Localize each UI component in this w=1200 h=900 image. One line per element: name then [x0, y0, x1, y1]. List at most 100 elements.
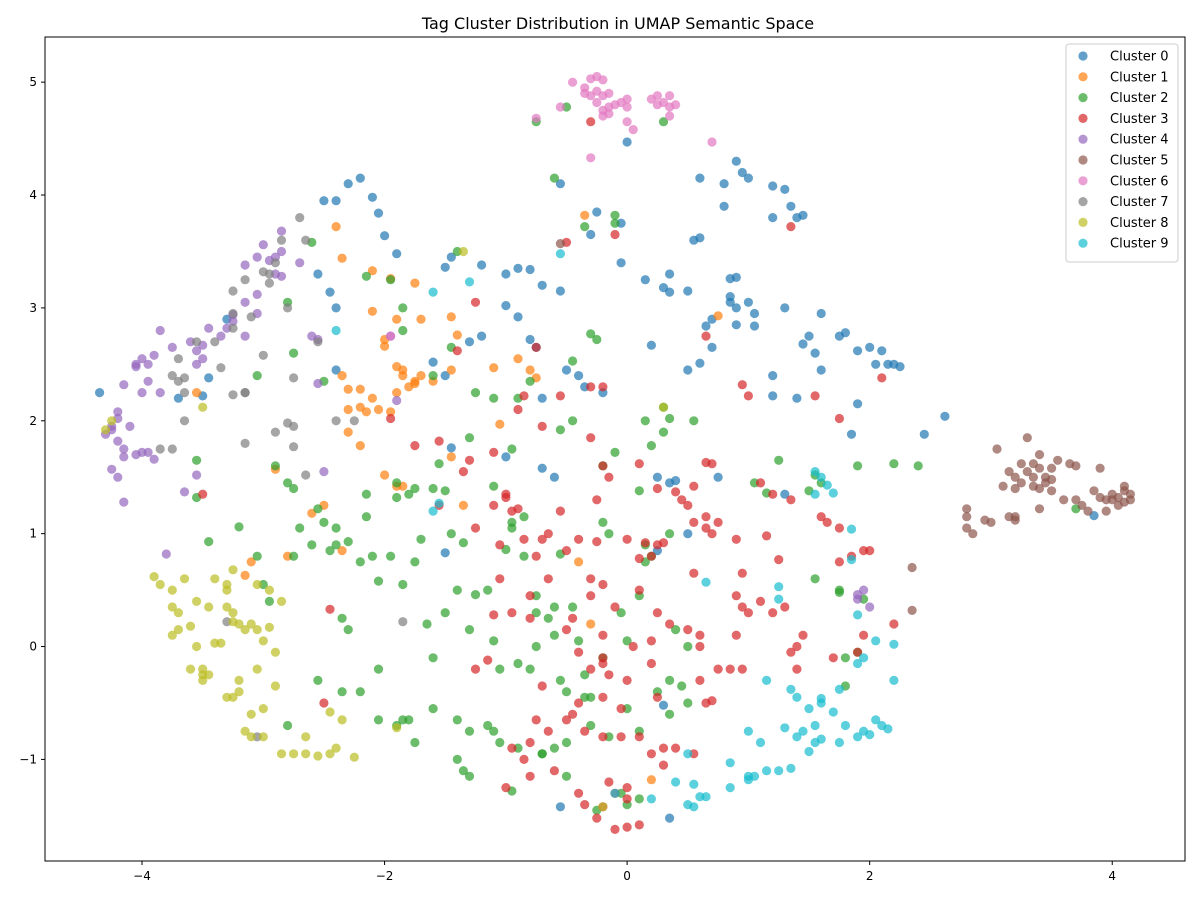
point-8-1: [101, 425, 111, 435]
point-5-52: [907, 562, 917, 573]
legend-marker-8: [1078, 217, 1088, 227]
point-2-28: [440, 486, 450, 496]
point-4-18: [131, 359, 141, 369]
point-1-23: [343, 404, 353, 415]
point-3-127: [525, 771, 535, 781]
point-0-102: [537, 463, 547, 473]
point-1-16: [337, 371, 347, 381]
point-3-32: [707, 459, 717, 469]
point-0-53: [743, 173, 754, 183]
point-2-27: [434, 459, 444, 469]
point-2-118: [525, 664, 535, 674]
point-2-52: [307, 540, 317, 550]
point-3-77: [646, 551, 657, 561]
point-8-6: [173, 608, 183, 618]
point-8-28: [264, 622, 274, 632]
point-2-168: [840, 653, 851, 663]
point-6-16: [592, 97, 602, 108]
point-2-82: [580, 670, 590, 680]
point-0-21: [477, 260, 487, 270]
point-9-59: [671, 777, 681, 787]
point-7-13: [240, 275, 250, 285]
point-8-0: [107, 416, 117, 426]
point-1-15: [416, 371, 426, 381]
point-7-3: [173, 354, 183, 364]
point-4-5: [113, 436, 123, 446]
point-3-38: [822, 517, 832, 528]
point-8-45: [276, 749, 287, 759]
point-0-16: [331, 365, 341, 375]
point-7-7: [167, 444, 177, 454]
point-2-90: [483, 720, 493, 731]
point-7-6: [179, 416, 190, 426]
point-7-27: [289, 442, 299, 452]
point-2-112: [428, 653, 438, 663]
axis-ticks: −4 −2 0 2 4 −1 0 1 2 3 4 5: [19, 75, 1116, 883]
point-3-95: [525, 591, 535, 601]
point-0-37: [592, 207, 602, 217]
point-5-28: [1047, 463, 1057, 473]
point-0-25: [501, 301, 511, 311]
point-7-17: [270, 258, 280, 268]
point-2-96: [428, 704, 438, 714]
x-tick-label-2: 0: [623, 869, 631, 883]
point-5-24: [1034, 483, 1045, 494]
point-4-59: [276, 271, 287, 281]
point-9-12: [846, 555, 857, 565]
point-0-20: [446, 252, 456, 262]
point-0-24: [525, 264, 535, 275]
point-1-53: [646, 775, 657, 785]
point-1-7: [416, 314, 426, 324]
point-0-18: [440, 371, 450, 381]
point-6-14: [622, 102, 632, 112]
point-0-29: [555, 286, 566, 296]
point-4-19: [137, 354, 147, 364]
point-2-8: [361, 271, 371, 281]
point-2-41: [270, 461, 280, 471]
point-5-53: [555, 239, 566, 249]
point-8-12: [192, 641, 202, 652]
point-8-3: [155, 579, 165, 590]
point-3-110: [628, 641, 638, 652]
point-1-1: [337, 253, 347, 263]
point-1-5: [367, 306, 377, 316]
point-2-48: [204, 537, 214, 547]
point-3-68: [683, 625, 693, 635]
point-0-23: [513, 263, 523, 273]
point-0-69: [780, 184, 790, 194]
point-3-113: [634, 732, 644, 742]
point-1-52: [713, 311, 723, 321]
point-3-151: [410, 441, 420, 451]
legend-label-7: Cluster 7: [1110, 195, 1169, 210]
point-0-42: [665, 269, 675, 279]
legend-marker-7: [1078, 197, 1088, 207]
point-4-31: [204, 323, 214, 333]
point-1-54: [586, 619, 596, 629]
point-1-48: [513, 354, 523, 364]
point-2-141: [671, 625, 681, 635]
point-4-48: [313, 378, 323, 389]
point-0-7: [343, 179, 353, 189]
point-2-172: [889, 459, 899, 469]
point-0-82: [853, 346, 863, 356]
point-1-32: [446, 365, 456, 375]
point-0-36: [586, 229, 596, 240]
point-2-156: [537, 749, 547, 759]
point-5-16: [1022, 467, 1032, 477]
point-3-125: [507, 743, 517, 753]
point-0-55: [731, 272, 741, 282]
point-1-9: [452, 330, 462, 340]
point-2-92: [452, 754, 462, 765]
point-3-109: [616, 704, 626, 714]
point-3-128: [549, 766, 560, 776]
point-2-103: [337, 687, 347, 697]
point-4-62: [853, 590, 863, 600]
point-1-8: [446, 312, 456, 322]
point-7-11: [228, 286, 238, 296]
point-0-59: [743, 297, 754, 307]
point-2-45: [252, 371, 262, 381]
point-8-43: [246, 732, 256, 742]
point-8-48: [301, 732, 311, 742]
point-8-61: [598, 802, 608, 812]
point-7-32: [216, 363, 226, 373]
